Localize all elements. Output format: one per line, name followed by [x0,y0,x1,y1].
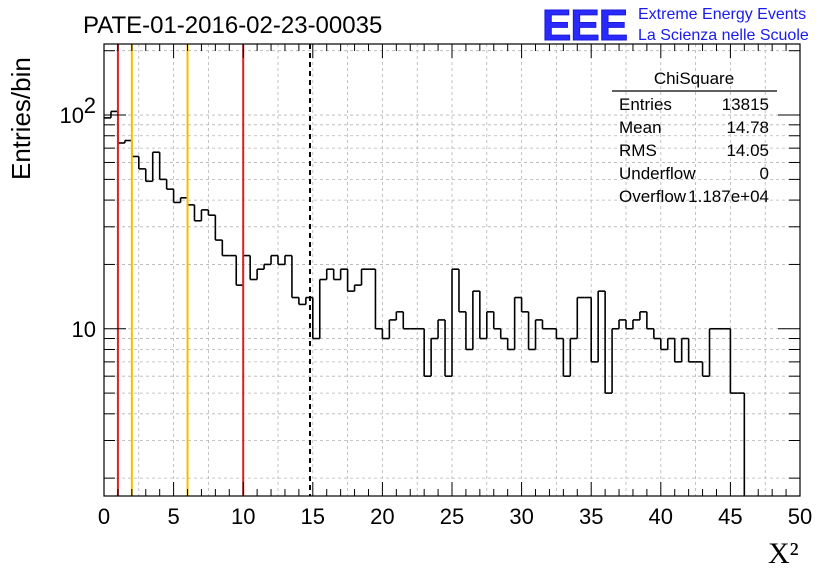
x-tick-label: 30 [509,504,533,529]
histogram-bars [104,110,746,496]
y-tick-label: 10 [60,103,84,128]
x-tick-label: 0 [98,504,110,529]
x-tick-labels: 0 5 10 15 20 25 30 35 40 45 50 [98,504,812,529]
brand-line-2: La Scienza nelle Scuole [638,27,809,44]
x-tick-label: 5 [167,504,179,529]
brand-line-1: Extreme Energy Events [638,6,806,23]
stats-row-value: 14.78 [726,118,769,137]
brand-logo: EEE [542,1,627,50]
x-tick-label: 45 [718,504,742,529]
x-tick-label: 20 [370,504,394,529]
reference-lines [116,44,312,496]
y-axis-label: Entries/bin [6,57,36,180]
y-tick-exponent: 2 [84,93,96,118]
stats-row-label: Underflow [619,164,696,183]
x-tick-label: 40 [649,504,673,529]
x-tick-label: 50 [788,504,812,529]
chart-title: PATE-01-2016-02-23-00035 [83,12,382,39]
stats-row-value: 13815 [722,95,769,114]
plot-frame [103,43,801,497]
stats-row-label: Mean [619,118,662,137]
x-axis-label: X² [768,537,799,570]
stats-row-value: 0 [760,164,769,183]
stats-row-value: 14.05 [726,141,769,160]
x-tick-label: 10 [231,504,255,529]
stats-row-label: Entries [619,95,672,114]
stats-row-label: Overflow [619,187,687,206]
axis-ticks [103,44,801,496]
x-tick-label: 15 [301,504,325,529]
stats-box: ChiSquare Entries 13815 Mean 14.78 RMS 14.05 U… [612,69,777,206]
brand-logo-block: EEE Extreme Energy Events La Scienza nel… [542,1,809,51]
stats-rows: Entries 13815 Mean 14.78 RMS 14.05 Underflow 0 O… [619,95,769,206]
stats-title: ChiSquare [654,69,734,88]
x-tick-label: 35 [579,504,603,529]
stats-row-label: RMS [619,141,657,160]
y-tick-label: 10 [72,317,96,342]
stats-row-value: 1.187e+04 [688,187,769,206]
x-tick-label: 25 [440,504,464,529]
